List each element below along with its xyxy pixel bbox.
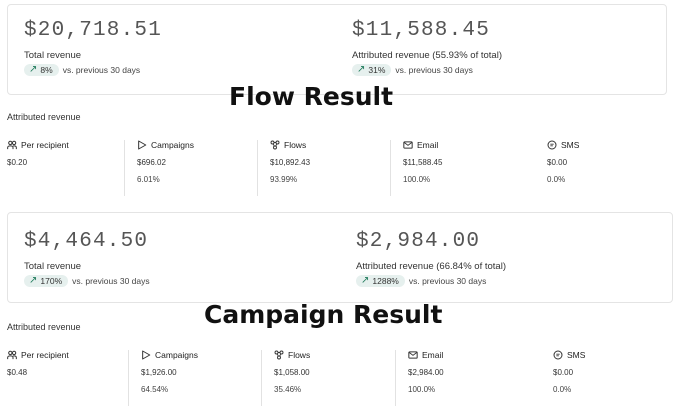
campaign-attributed-revenue: $2,984.00 Attributed revenue (66.84% of … (356, 230, 506, 287)
campaign-col-campaigns-header: Campaigns (141, 350, 261, 360)
campaign-col-sms-percent: 0.0% (553, 385, 572, 394)
campaign-total-delta-value: 170% (40, 276, 63, 286)
flow-total-delta-badge: ↗ 8% (24, 64, 59, 76)
flow-result-title: Flow Result (229, 82, 394, 111)
flow-col-per-recipient: Per recipient $0.20 (7, 140, 124, 196)
flow-col-campaigns: Campaigns $696.02 6.01% (124, 140, 257, 196)
people-icon (7, 350, 17, 360)
flow-total-revenue: $20,718.51 Total revenue ↗ 8% vs. previo… (24, 19, 162, 76)
campaign-col-flows-percent: 35.46% (274, 385, 302, 394)
trend-up-icon: ↗ (361, 275, 370, 286)
flows-icon (270, 140, 280, 150)
flow-col-flows-title: Flows (284, 140, 307, 150)
flow-attributed-revenue-value: $11,588.45 (352, 19, 491, 42)
flow-col-flows-value: $10,892.43 (270, 158, 311, 167)
campaign-col-per-recipient-title: Per recipient (21, 350, 69, 360)
flow-total-revenue-label: Total revenue (24, 50, 82, 61)
campaign-attributed-revenue-value: $2,984.00 (356, 230, 481, 253)
trend-up-icon: ↗ (29, 64, 38, 75)
campaign-col-sms-value: $0.00 (553, 368, 574, 377)
flow-col-campaigns-percent: 6.01% (137, 175, 160, 184)
flow-attributed-revenue: $11,588.45 Attributed revenue (55.93% of… (352, 19, 502, 76)
campaign-col-campaigns-value: $1,926.00 (141, 368, 177, 377)
envelope-icon (408, 351, 418, 359)
flow-col-flows: Flows $10,892.43 93.99% (257, 140, 390, 196)
flow-col-sms-percent: 0.0% (547, 175, 566, 184)
flow-col-flows-header: Flows (270, 140, 390, 150)
campaign-total-revenue-label: Total revenue (24, 261, 82, 272)
flow-col-campaigns-header: Campaigns (137, 140, 257, 150)
campaign-col-campaigns: Campaigns $1,926.00 64.54% (128, 350, 261, 406)
campaign-col-flows-value: $1,058.00 (274, 368, 310, 377)
flow-col-sms-title: SMS (561, 140, 580, 150)
flow-col-email-title: Email (417, 140, 439, 150)
trend-up-icon: ↗ (29, 275, 38, 286)
flow-attributed-delta-badge: ↗ 31% (352, 64, 392, 76)
flow-total-revenue-value: $20,718.51 (24, 19, 163, 42)
flow-col-sms-value: $0.00 (547, 158, 568, 167)
campaign-col-flows-header: Flows (274, 350, 395, 360)
flow-col-email: Email $11,588.45 100.0% (390, 140, 523, 196)
campaign-section-label: Attributed revenue (7, 322, 81, 332)
campaign-total-delta-badge: ↗ 170% (24, 275, 69, 287)
flow-col-per-recipient-header: Per recipient (7, 140, 124, 150)
campaign-col-campaigns-percent: 64.54% (141, 385, 169, 394)
campaign-col-email-header: Email (408, 350, 529, 360)
campaign-total-delta: ↗ 170% vs. previous 30 days (24, 275, 150, 287)
campaign-attributed-delta: ↗ 1288% vs. previous 30 days (356, 275, 506, 287)
campaign-col-sms-header: SMS (553, 350, 669, 360)
campaign-total-revenue-value: $4,464.50 (24, 230, 149, 253)
campaign-col-per-recipient-value: $0.48 (7, 368, 28, 377)
sms-icon (547, 140, 557, 150)
campaign-attributed-delta-value: 1288% (372, 276, 399, 286)
envelope-icon (403, 141, 413, 149)
campaign-breakdown-row: Per recipient $0.48 Campaigns $1,926.00 … (7, 350, 673, 409)
flow-revenue-card: $20,718.51 Total revenue ↗ 8% vs. previo… (7, 4, 667, 95)
play-triangle-icon (142, 350, 151, 360)
flow-col-email-percent: 100.0% (403, 175, 431, 184)
campaign-total-revenue: $4,464.50 Total revenue ↗ 170% vs. previ… (24, 230, 150, 287)
play-triangle-icon (138, 140, 147, 150)
flow-col-email-value: $11,588.45 (403, 158, 443, 167)
flow-attributed-delta: ↗ 31% vs. previous 30 days (352, 64, 502, 76)
campaign-attributed-revenue-label: Attributed revenue (66.84% of total) (356, 261, 506, 272)
campaign-col-email-percent: 100.0% (408, 385, 436, 394)
campaign-total-comparison: vs. previous 30 days (72, 276, 150, 286)
campaign-col-email-title: Email (422, 350, 444, 360)
campaign-result-title: Campaign Result (204, 300, 443, 329)
campaign-col-flows-title: Flows (288, 350, 311, 360)
flow-col-campaigns-title: Campaigns (151, 140, 194, 150)
flow-col-email-header: Email (403, 140, 523, 150)
campaign-col-sms-title: SMS (567, 350, 586, 360)
flow-col-flows-percent: 93.99% (270, 175, 298, 184)
flow-section-label: Attributed revenue (7, 112, 81, 122)
campaign-col-sms: SMS $0.00 0.0% (541, 350, 669, 406)
sms-icon (553, 350, 563, 360)
flow-col-sms: SMS $0.00 0.0% (535, 140, 665, 196)
campaign-col-per-recipient-header: Per recipient (7, 350, 128, 360)
people-icon (7, 140, 17, 150)
flow-attributed-revenue-label: Attributed revenue (55.93% of total) (352, 50, 502, 61)
trend-up-icon: ↗ (357, 64, 366, 75)
flow-total-delta: ↗ 8% vs. previous 30 days (24, 64, 162, 76)
flow-breakdown-row: Per recipient $0.20 Campaigns $696.02 6.… (7, 140, 673, 206)
campaign-attributed-delta-badge: ↗ 1288% (356, 275, 405, 287)
flow-total-comparison: vs. previous 30 days (62, 65, 141, 75)
flow-total-delta-value: 8% (40, 65, 53, 75)
flow-col-per-recipient-value: $0.20 (7, 158, 28, 167)
flows-icon (274, 350, 284, 360)
campaign-col-per-recipient: Per recipient $0.48 (7, 350, 128, 406)
campaign-col-email: Email $2,984.00 100.0% (395, 350, 529, 406)
campaign-col-email-value: $2,984.00 (408, 368, 444, 377)
campaign-attributed-comparison: vs. previous 30 days (408, 276, 487, 286)
campaign-col-flows: Flows $1,058.00 35.46% (261, 350, 395, 406)
campaign-col-campaigns-title: Campaigns (155, 350, 198, 360)
campaign-revenue-card: $4,464.50 Total revenue ↗ 170% vs. previ… (7, 212, 673, 303)
flow-col-sms-header: SMS (547, 140, 665, 150)
flow-attributed-delta-value: 31% (368, 65, 386, 75)
flow-col-campaigns-value: $696.02 (137, 158, 166, 167)
flow-attributed-comparison: vs. previous 30 days (395, 65, 473, 75)
flow-col-per-recipient-title: Per recipient (21, 140, 69, 150)
